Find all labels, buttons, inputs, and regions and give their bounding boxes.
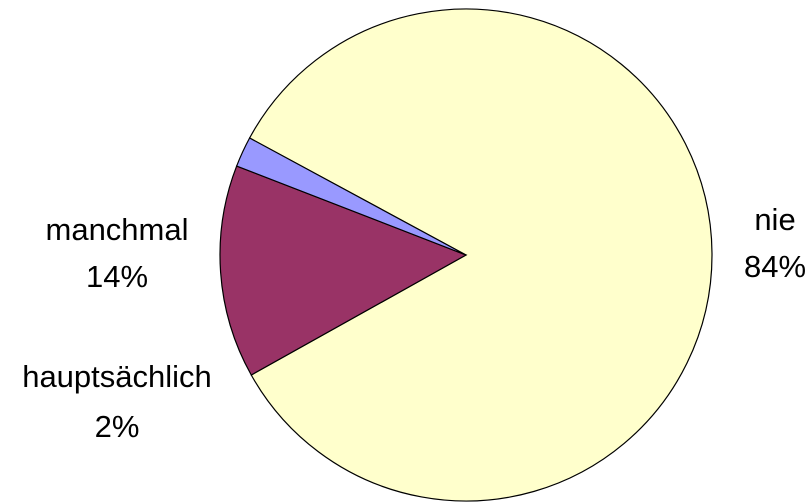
- label-hauptsaechlich-category: hauptsächlich: [22, 359, 212, 394]
- pie-slice-nie: [248, 8, 713, 502]
- pie-slice-hauptsaechlich: [235, 137, 467, 256]
- label-manchmal-category: manchmal: [46, 212, 189, 247]
- pie-slice-manchmal: [219, 165, 468, 376]
- pie-slices: [219, 8, 713, 502]
- label-nie-category: nie: [754, 202, 795, 237]
- slice-labels: nie 84% manchmal 14% hauptsächlich 2%: [22, 202, 806, 444]
- label-nie-percent: 84%: [744, 249, 806, 284]
- label-manchmal-percent: 14%: [86, 259, 148, 294]
- label-hauptsaechlich-percent: 2%: [95, 409, 140, 444]
